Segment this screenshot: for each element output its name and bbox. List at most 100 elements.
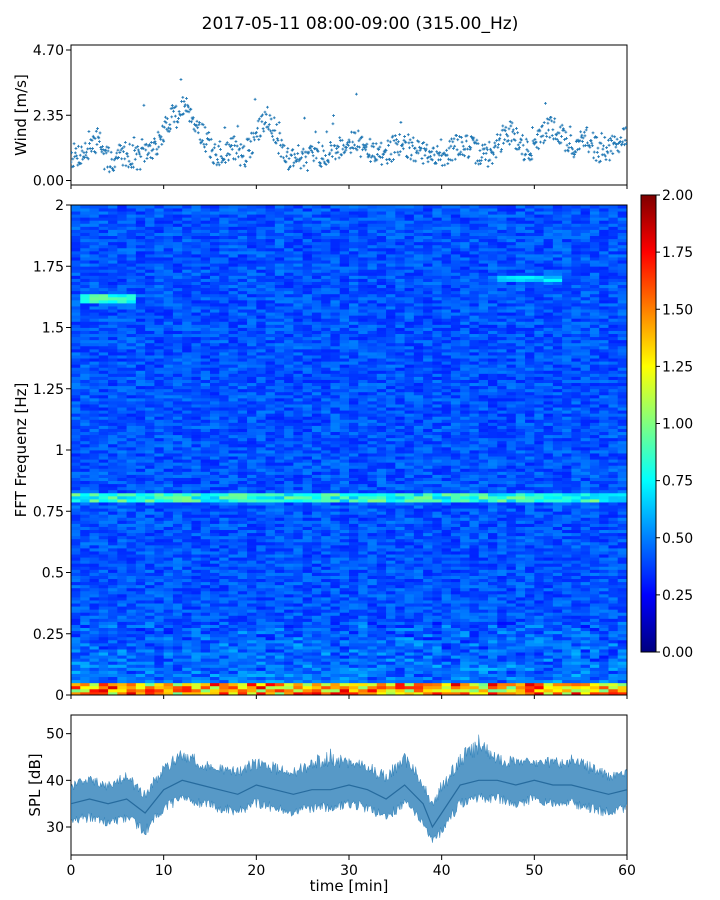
spectrogram-cell — [237, 312, 248, 316]
wind-point — [162, 139, 166, 143]
spectrogram-cell — [172, 624, 183, 629]
wind-point — [106, 149, 110, 153]
spectrogram-cell — [210, 450, 220, 454]
spectrogram-cell — [265, 551, 276, 555]
spectrogram-cell — [191, 492, 202, 497]
spectrogram-cell — [117, 254, 127, 258]
spectrogram-cell — [274, 391, 285, 396]
spectrogram-cell — [135, 315, 146, 319]
spectrogram-cell — [89, 364, 100, 368]
spectrogram-cell — [293, 468, 304, 472]
spectrogram-cell — [182, 682, 192, 687]
spectrogram-cell — [89, 569, 100, 573]
spectrogram-cell — [228, 670, 239, 674]
spectrogram-cell — [182, 382, 192, 387]
spectrogram-cell — [200, 345, 211, 350]
spectrogram-cell — [163, 511, 174, 515]
wind-point — [142, 103, 146, 107]
wind-point — [508, 142, 512, 146]
spectrogram-cell — [182, 413, 192, 417]
spectrogram-cell — [293, 630, 304, 635]
spectrogram-cell — [135, 232, 146, 237]
spectrogram-cell — [108, 410, 118, 414]
spectrogram-cell — [126, 404, 137, 408]
spectrogram-cell — [237, 226, 248, 230]
spectrogram-cell — [98, 419, 109, 423]
spectrogram-cell — [126, 649, 137, 653]
spectrogram-cell — [71, 639, 81, 644]
spectrogram-cell — [154, 673, 165, 678]
spectrogram-cell — [293, 443, 304, 448]
wind-point — [504, 125, 508, 129]
spectrogram-cell — [80, 593, 90, 598]
spectrogram-cell — [98, 293, 109, 298]
spectrogram-cell — [80, 676, 90, 681]
spectrogram-cell — [265, 296, 276, 301]
wind-point — [495, 133, 499, 136]
spectrogram-cell — [293, 330, 304, 335]
spectrogram-cell — [172, 339, 183, 344]
wind-point — [346, 141, 350, 144]
spectrogram-cell — [302, 652, 313, 656]
spectrogram-cell — [108, 226, 118, 230]
spectrogram-cell — [145, 419, 155, 423]
spectrogram-cell — [126, 603, 137, 607]
spectrogram-cell — [172, 247, 183, 252]
wind-point — [500, 148, 503, 151]
spectrogram-cell — [210, 254, 220, 258]
spectrogram-cell — [247, 367, 257, 371]
spectrogram-cell — [172, 541, 183, 546]
spectrogram-cell — [265, 263, 276, 267]
spectrogram-cell — [71, 220, 81, 224]
spectrogram-cell — [163, 382, 174, 387]
spectrogram-cell — [154, 520, 165, 524]
spectrogram-cell — [154, 450, 165, 454]
spectrogram-cell — [145, 609, 155, 613]
spectrogram-cell — [274, 551, 285, 555]
spectrogram-cell — [219, 333, 229, 338]
spectrogram-cell — [210, 303, 220, 307]
spectrogram-cell — [293, 254, 304, 258]
spectrogram-cell — [219, 499, 229, 503]
spectrogram-cell — [89, 471, 100, 475]
spectrogram-cell — [219, 526, 229, 531]
spectrogram-cell — [145, 330, 155, 335]
spectrogram-cell — [89, 627, 100, 632]
spectrogram-cell — [163, 238, 174, 243]
spectrogram-cell — [89, 401, 100, 405]
spectrogram-cell — [274, 480, 285, 485]
spectrogram-cell — [191, 293, 202, 298]
spectrogram-cell — [98, 244, 109, 249]
wind-point — [485, 148, 489, 152]
spectrogram-cell — [237, 434, 248, 439]
spectrogram-cell — [256, 269, 266, 273]
spectrogram-cell — [284, 508, 294, 512]
spectrogram-cell — [219, 244, 229, 249]
spectrogram-cell — [265, 306, 276, 310]
spectrogram-cell — [274, 603, 285, 607]
spectrogram-cell — [117, 364, 127, 368]
spectrogram-cell — [135, 446, 146, 451]
spectrogram-cell — [89, 563, 100, 567]
wind-point — [413, 146, 417, 150]
spectrogram-cell — [89, 241, 100, 246]
wind-point — [327, 153, 331, 157]
spectrogram-cell — [191, 284, 202, 289]
spectrogram-cell — [117, 407, 127, 411]
spectrogram-cell — [237, 373, 248, 377]
spectrogram-cell — [237, 532, 248, 537]
spectrogram-cell — [154, 348, 165, 353]
spectrogram-cell — [247, 465, 257, 469]
spectrogram-cell — [284, 367, 294, 371]
spectrogram-cell — [163, 575, 174, 580]
spectrogram-cell — [154, 416, 165, 420]
spectrogram-cell — [247, 434, 257, 439]
spectrogram-cell — [200, 260, 211, 264]
spectrogram-cell — [210, 419, 220, 423]
spectrogram-cell — [228, 419, 239, 423]
spectrogram-cell — [98, 401, 109, 405]
spectrogram-cell — [145, 315, 155, 319]
spectrogram-cell — [89, 661, 100, 665]
spectrogram-cell — [219, 401, 229, 405]
wind-point — [307, 150, 311, 154]
